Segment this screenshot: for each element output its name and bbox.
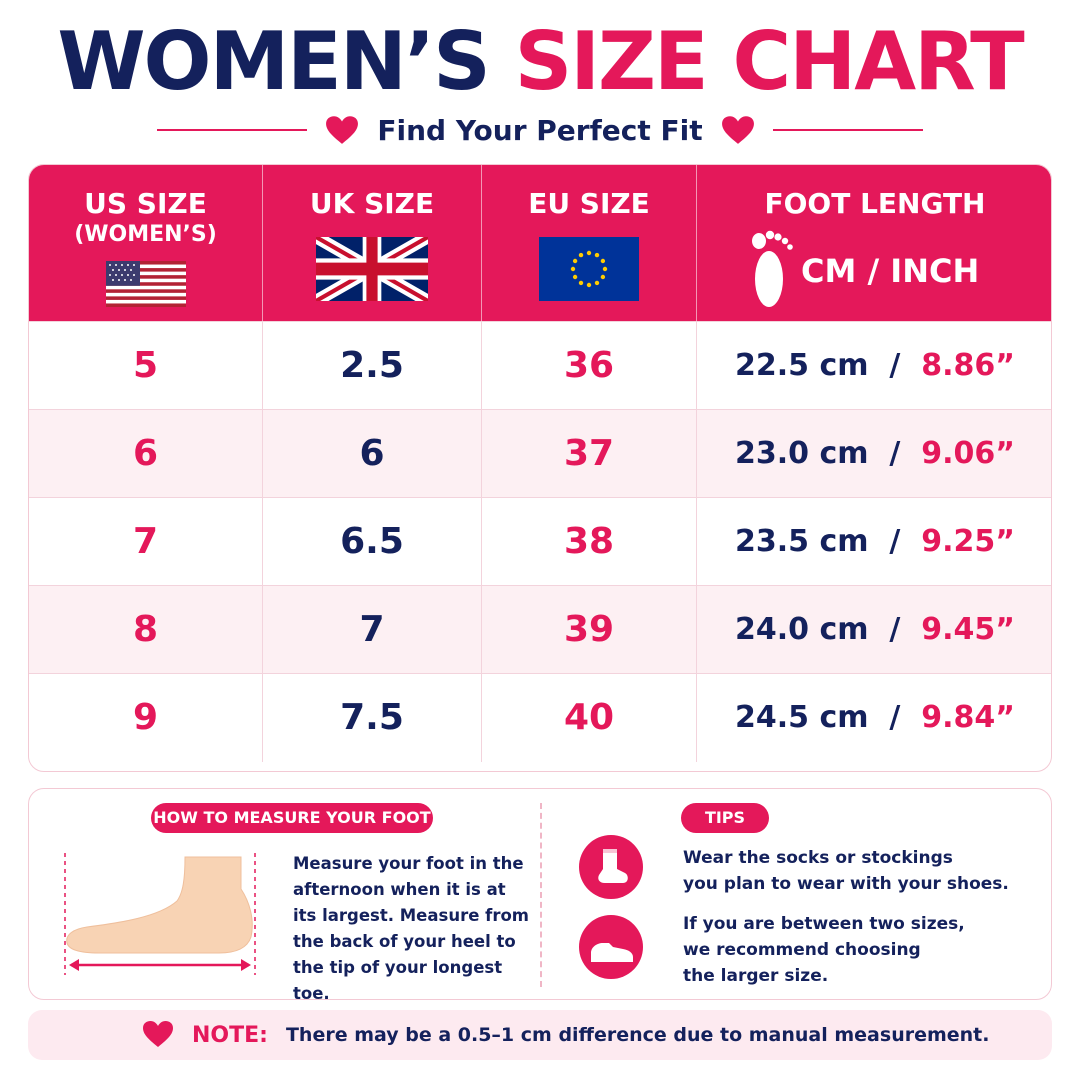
- cell-cm: 24.5 cm: [734, 700, 869, 735]
- eu-flag-icon: [539, 237, 639, 301]
- cell-uk: 7: [263, 586, 482, 674]
- divider-line-right: [772, 129, 923, 131]
- cell-sep: /: [889, 524, 901, 559]
- table-row: 8 7 39 24.0 cm / 9.45”: [29, 585, 1051, 674]
- header-uk-size: UK SIZE: [263, 165, 482, 321]
- note-bar: NOTE: There may be a 0.5–1 cm difference…: [28, 1010, 1052, 1060]
- cell-foot-length: 23.5 cm / 9.25”: [697, 498, 1051, 586]
- us-flag-icon: [106, 261, 186, 307]
- note-text: There may be a 0.5–1 cm difference due t…: [285, 1024, 990, 1046]
- tip-text-sizes: If you are between two sizes, we recomme…: [683, 911, 1023, 989]
- cell-us: 9: [29, 674, 263, 762]
- cell-sep: /: [889, 348, 901, 383]
- uk-flag-icon: [316, 237, 428, 301]
- tip-line: we recommend choosing: [683, 940, 921, 960]
- cell-foot-length: 24.5 cm / 9.84”: [697, 674, 1051, 762]
- cell-cm: 23.5 cm: [734, 524, 869, 559]
- cell-uk: 2.5: [263, 322, 482, 410]
- tip-line: If you are between two sizes,: [683, 914, 965, 934]
- page-title: WOMEN’S SIZE CHART: [0, 14, 1080, 110]
- measure-line: the back of your heel to: [293, 932, 516, 951]
- cell-uk: 7.5: [263, 674, 482, 762]
- table-header: US SIZE (WOMEN’S) UK: [29, 165, 1051, 321]
- table-row: 7 6.5 38 23.5 cm / 9.25”: [29, 497, 1051, 586]
- info-card: HOW TO MEASURE YOUR FOOT Measure your fo…: [28, 788, 1052, 1003]
- cell-eu: 39: [482, 586, 697, 674]
- footprint-icon: [752, 230, 793, 307]
- shoe-icon: [579, 915, 643, 979]
- subtitle: Find Your Perfect Fit: [377, 113, 703, 147]
- cell-foot-length: 24.0 cm / 9.45”: [697, 586, 1051, 674]
- header-label: EU SIZE: [528, 187, 650, 220]
- heart-icon: [326, 116, 359, 144]
- tips-heading: TIPS: [681, 803, 769, 833]
- note-label: NOTE:: [192, 1022, 268, 1048]
- cell-us: 5: [29, 322, 263, 410]
- header-us-size: US SIZE (WOMEN’S): [29, 165, 263, 321]
- header-eu-size: EU SIZE: [482, 165, 697, 321]
- cell-cm: 22.5 cm: [734, 348, 869, 383]
- measure-instructions: Measure your foot in the afternoon when …: [293, 851, 533, 1007]
- cell-eu: 36: [482, 322, 697, 410]
- cell-inch: 9.84”: [921, 700, 1015, 735]
- cell-eu: 37: [482, 410, 697, 498]
- header-label: FOOT LENGTH: [764, 187, 986, 220]
- measure-line: the tip of your longest toe.: [293, 958, 503, 1003]
- cell-inch: 9.45”: [921, 612, 1015, 647]
- heart-icon: [143, 1021, 173, 1047]
- measure-heading: HOW TO MEASURE YOUR FOOT: [151, 803, 433, 833]
- subtitle-row: Find Your Perfect Fit: [0, 108, 1080, 152]
- cell-inch: 8.86”: [921, 348, 1015, 383]
- tip-text-socks: Wear the socks or stockings you plan to …: [683, 845, 1023, 897]
- size-table: US SIZE (WOMEN’S) UK: [28, 164, 1052, 772]
- cell-sep: /: [889, 436, 901, 471]
- cell-sep: /: [889, 612, 901, 647]
- table-body: 5 2.5 36 22.5 cm / 8.86” 6 6 37 23.0 cm …: [29, 321, 1051, 771]
- info-divider: [540, 803, 542, 987]
- tip-line: the larger size.: [683, 966, 829, 986]
- cell-inch: 9.06”: [921, 436, 1015, 471]
- title-part-2: SIZE CHART: [514, 15, 1025, 108]
- table-row: 9 7.5 40 24.5 cm / 9.84”: [29, 673, 1051, 762]
- tip-line: Wear the socks or stockings: [683, 848, 953, 868]
- cell-eu: 38: [482, 498, 697, 586]
- header-label: US SIZE: [84, 187, 207, 220]
- measure-line: Measure your foot in the: [293, 854, 524, 873]
- heart-icon: [721, 116, 754, 144]
- tip-line: you plan to wear with your shoes.: [683, 874, 1009, 894]
- cell-cm: 23.0 cm: [734, 436, 869, 471]
- header-foot-length: FOOT LENGTH CM / INCH: [697, 165, 1051, 321]
- cell-us: 7: [29, 498, 263, 586]
- cell-cm: 24.0 cm: [734, 612, 869, 647]
- cell-inch: 9.25”: [921, 524, 1015, 559]
- measure-line: its largest. Measure from: [293, 906, 529, 925]
- foot-measure-illustration-icon: [64, 853, 256, 975]
- table-row: 5 2.5 36 22.5 cm / 8.86”: [29, 321, 1051, 410]
- title-part-1: WOMEN’S: [57, 15, 490, 108]
- cell-us: 6: [29, 410, 263, 498]
- cell-sep: /: [889, 700, 901, 735]
- cell-foot-length: 22.5 cm / 8.86”: [697, 322, 1051, 410]
- cell-us: 8: [29, 586, 263, 674]
- cell-foot-length: 23.0 cm / 9.06”: [697, 410, 1051, 498]
- cell-uk: 6: [263, 410, 482, 498]
- cell-uk: 6.5: [263, 498, 482, 586]
- cell-eu: 40: [482, 674, 697, 762]
- sock-icon: [579, 835, 643, 899]
- header-sub: (WOMEN’S): [74, 222, 217, 247]
- header-label: UK SIZE: [309, 187, 435, 220]
- header-sub: CM / INCH: [801, 252, 980, 290]
- table-row: 6 6 37 23.0 cm / 9.06”: [29, 409, 1051, 498]
- divider-line-left: [157, 129, 308, 131]
- measure-line: afternoon when it is at: [293, 880, 506, 899]
